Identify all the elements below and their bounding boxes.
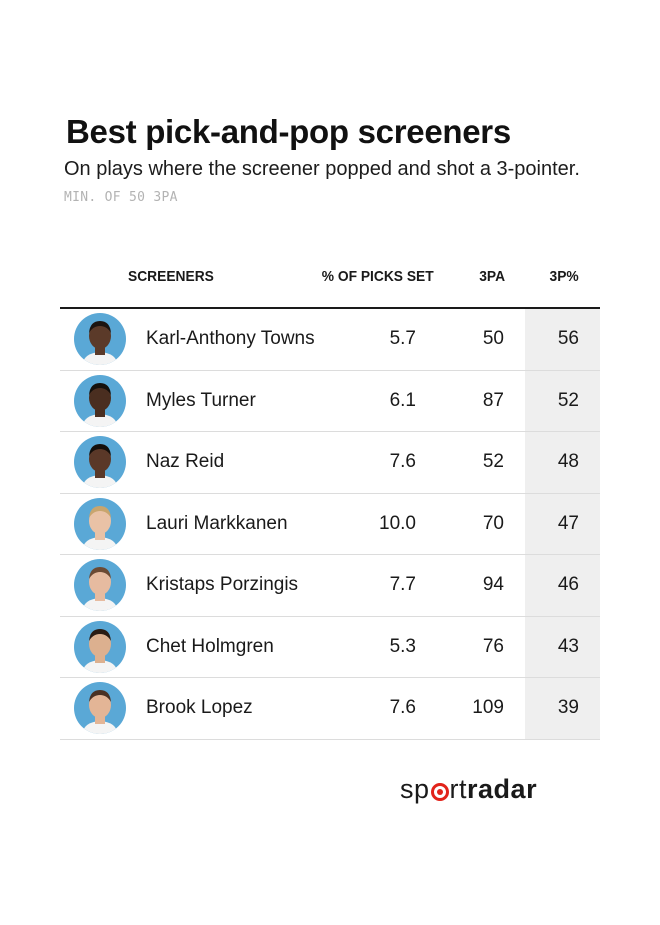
three-pa-value: 94 [482,574,504,595]
picks-set-value: 5.3 [389,635,416,657]
table-row: Brook Lopez 7.6 109 39 [60,678,600,740]
table-row: Naz Reid 7.6 52 48 [60,432,600,494]
player-name: Chet Holmgren [146,635,274,657]
table-row: Karl-Anthony Towns 5.7 50 56 [60,309,600,371]
column-header-picks-set: % OF PICKS SET [322,268,434,285]
player-name: Lauri Markkanen [146,512,288,534]
player-headshot-icon [74,497,126,550]
three-p-pct-value: 56 [557,328,579,349]
qualifier-note: MIN. OF 50 3PA [64,190,178,205]
picks-set-value: 10.0 [379,512,416,534]
sportradar-logo: sp rtradar [400,774,538,804]
player-name: Kristaps Porzingis [146,574,299,595]
logo-o-icon [430,783,449,801]
player-headshot-icon [74,682,126,734]
player-name: Naz Reid [146,451,225,472]
screeners-table: Karl-Anthony Towns 5.7 50 56 Myles Turne… [60,309,600,740]
three-pa-value: 50 [482,328,504,349]
table-row: Lauri Markkanen 10.0 70 47 [60,494,600,555]
page-subtitle: On plays where the screener popped and s… [64,158,580,180]
column-header-3p-pct: 3P% [549,268,579,285]
player-headshot-icon [74,313,126,365]
picks-set-value: 7.6 [389,697,416,718]
picks-set-value: 6.1 [389,389,416,411]
player-headshot-icon [74,374,126,427]
table-row: Chet Holmgren 5.3 76 43 [60,617,600,678]
three-p-pct-value: 48 [557,451,579,472]
picks-set-value: 7.6 [389,451,416,472]
table-row: Kristaps Porzingis 7.7 94 46 [60,555,600,617]
player-headshot-icon [74,436,126,488]
table-row: Myles Turner 6.1 87 52 [60,371,600,432]
three-p-pct-value: 39 [557,697,579,718]
three-pa-value: 87 [482,389,504,411]
three-p-pct-value: 46 [557,574,579,595]
picks-set-value: 7.7 [389,574,416,595]
page-title: Best pick-and-pop screeners [66,113,511,150]
player-name: Myles Turner [146,389,256,411]
player-headshot-icon [74,620,126,673]
player-name: Karl-Anthony Towns [146,328,315,349]
three-p-pct-value: 43 [557,635,579,657]
picks-set-value: 5.7 [389,328,416,349]
header-divider [60,307,600,309]
three-pa-value: 52 [482,451,504,472]
column-header-screeners: SCREENERS [128,268,214,285]
three-p-pct-value: 47 [557,512,579,534]
three-pa-value: 70 [482,512,504,534]
three-p-pct-value: 52 [557,389,579,411]
three-pa-value: 76 [482,635,504,657]
player-headshot-icon [74,559,126,611]
three-pa-value: 109 [472,697,504,718]
column-header-3pa: 3PA [479,268,505,285]
highlight-column-background [525,309,600,740]
player-name: Brook Lopez [146,697,253,718]
